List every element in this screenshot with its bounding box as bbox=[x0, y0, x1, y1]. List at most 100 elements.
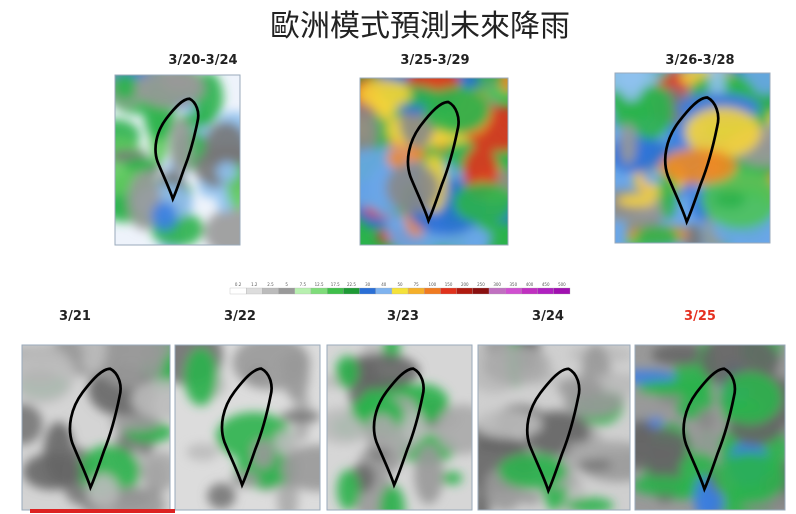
rain-blob bbox=[684, 107, 761, 158]
rain-blob bbox=[123, 158, 157, 172]
rain-blob bbox=[616, 194, 657, 208]
maps: 3/20-3/24 3/25-3/29 3/26-3/28 3/21 3/22 3/23 3… bbox=[21, 53, 786, 511]
scale-label: 40 bbox=[381, 282, 387, 287]
rain-blob bbox=[79, 345, 107, 374]
rain-blob bbox=[697, 489, 724, 510]
rain-blobs bbox=[615, 73, 770, 243]
scale-swatch bbox=[391, 287, 409, 295]
map-label: 3/22 bbox=[224, 309, 256, 324]
map bbox=[477, 344, 631, 511]
rain-blob bbox=[22, 345, 76, 404]
rain-blob bbox=[619, 123, 637, 166]
rain-blob bbox=[615, 134, 669, 174]
rain-blob bbox=[22, 453, 82, 491]
rain-blob bbox=[108, 486, 165, 510]
rain-blob bbox=[386, 149, 407, 168]
map-fill bbox=[478, 345, 630, 510]
rain-blobs bbox=[635, 345, 785, 510]
scale-label: 75 bbox=[414, 282, 420, 287]
rain-blob bbox=[697, 408, 715, 431]
map bbox=[114, 74, 241, 246]
map-fill bbox=[615, 73, 770, 243]
scale-label: 250 bbox=[477, 282, 485, 287]
scale-label: 300 bbox=[493, 282, 501, 287]
scale-swatch bbox=[505, 287, 522, 295]
scale-label: 200 bbox=[461, 282, 469, 287]
map-label: 3/20-3/24 bbox=[168, 53, 237, 68]
rain-blobs bbox=[478, 345, 630, 510]
rain-blob bbox=[282, 349, 310, 401]
scale-label: 350 bbox=[510, 282, 518, 287]
map-fill bbox=[360, 78, 508, 245]
rain-blob bbox=[615, 91, 640, 130]
map-label: 3/23 bbox=[387, 309, 419, 324]
rain-blob bbox=[565, 497, 614, 510]
map-frame bbox=[174, 344, 321, 511]
rain-blob bbox=[281, 444, 320, 492]
scale-swatch bbox=[553, 287, 571, 295]
rain-blob bbox=[336, 469, 361, 510]
rain-blob bbox=[435, 404, 472, 455]
rain-blob bbox=[480, 84, 508, 101]
scale-label: 500 bbox=[558, 282, 566, 287]
scale-swatch bbox=[375, 287, 393, 295]
scale-label: 12.5 bbox=[315, 282, 324, 287]
rain-blob bbox=[335, 355, 359, 389]
map bbox=[634, 344, 786, 511]
underline bbox=[30, 509, 175, 513]
rain-blob bbox=[520, 491, 541, 505]
map-label: 3/21 bbox=[59, 309, 91, 324]
scale-swatch bbox=[326, 287, 344, 295]
scale-swatch bbox=[310, 287, 328, 295]
rain-blob bbox=[360, 79, 412, 109]
rain-blobs bbox=[175, 345, 320, 510]
rain-blob bbox=[340, 353, 420, 390]
rain-blob bbox=[482, 345, 551, 385]
scale-label: 1.2 bbox=[251, 282, 258, 287]
rain-blob bbox=[385, 163, 440, 213]
rain-blob bbox=[685, 223, 703, 243]
map-frame bbox=[614, 72, 771, 244]
rain-blob bbox=[577, 459, 612, 472]
rain-blob bbox=[204, 207, 240, 245]
slide-title: 歐洲模式預測未來降雨 bbox=[270, 9, 570, 44]
scale-label: 7.5 bbox=[300, 282, 307, 287]
rain-blob bbox=[216, 161, 238, 182]
scale-swatch bbox=[294, 287, 312, 295]
map-label: 3/25 bbox=[684, 309, 716, 324]
rain-blob bbox=[714, 452, 785, 505]
rain-blob bbox=[360, 103, 379, 158]
rain-blob bbox=[115, 75, 139, 101]
rain-blob bbox=[160, 75, 198, 92]
rain-blob bbox=[635, 427, 689, 460]
scale-label: 100 bbox=[429, 282, 437, 287]
rain-blob bbox=[628, 82, 674, 140]
scale-swatch bbox=[262, 287, 279, 295]
map-fill bbox=[22, 345, 170, 510]
rain-blob bbox=[634, 225, 681, 243]
rain-blob bbox=[131, 379, 170, 420]
scale-swatch bbox=[537, 287, 554, 295]
map bbox=[614, 72, 771, 244]
map-fill bbox=[327, 345, 472, 510]
scale-swatch bbox=[343, 287, 360, 295]
scale-swatch bbox=[407, 287, 425, 295]
rain-blob bbox=[714, 189, 746, 210]
rain-blob bbox=[635, 369, 677, 384]
map-fill bbox=[115, 75, 240, 245]
rain-blob bbox=[464, 225, 489, 245]
map bbox=[174, 344, 321, 511]
rain-blob bbox=[364, 414, 398, 451]
rain-blob bbox=[22, 403, 43, 445]
rain-blob bbox=[635, 475, 694, 496]
scale-swatch bbox=[359, 287, 376, 295]
rain-blob bbox=[280, 410, 320, 423]
rain-blob bbox=[151, 201, 178, 231]
map-frame bbox=[114, 74, 241, 246]
map-frame bbox=[359, 77, 509, 246]
scale-label: 0.2 bbox=[235, 282, 242, 287]
rain-blob bbox=[183, 347, 218, 406]
rain-blob bbox=[169, 117, 193, 176]
rain-blob bbox=[478, 409, 543, 439]
